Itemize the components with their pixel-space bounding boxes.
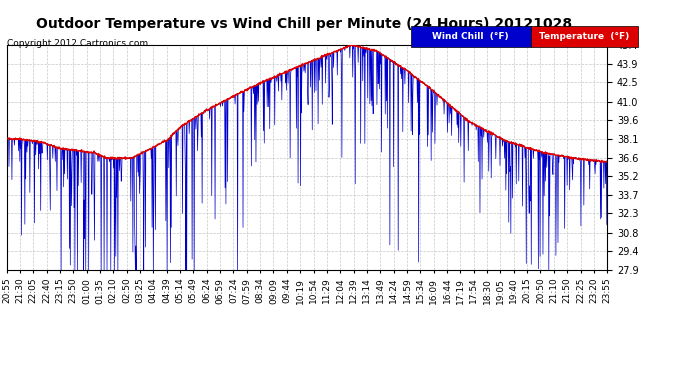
- Text: Outdoor Temperature vs Wind Chill per Minute (24 Hours) 20121028: Outdoor Temperature vs Wind Chill per Mi…: [36, 17, 571, 31]
- Text: Wind Chill  (°F): Wind Chill (°F): [432, 32, 509, 41]
- Text: Temperature  (°F): Temperature (°F): [540, 32, 629, 41]
- Text: Copyright 2012 Cartronics.com: Copyright 2012 Cartronics.com: [7, 39, 148, 48]
